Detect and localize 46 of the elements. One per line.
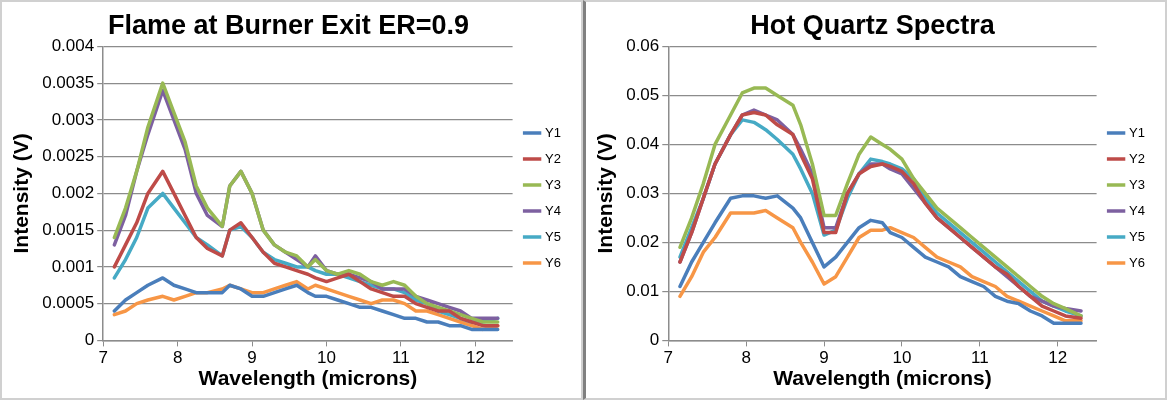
- y-tick-label: 0: [84, 330, 95, 350]
- y-tick-label: 0.05: [626, 85, 660, 105]
- legend-label: Y4: [545, 202, 562, 218]
- x-tick-label: 11: [392, 348, 410, 368]
- legend-label: Y6: [545, 254, 562, 270]
- legend-label: Y5: [1129, 228, 1146, 244]
- legend-label: Y2: [1129, 150, 1146, 166]
- y-tick-label: 0.02: [626, 232, 660, 252]
- legend-label: Y6: [1129, 254, 1146, 270]
- y-tick-label: 0.04: [626, 134, 660, 154]
- legend-label: Y5: [545, 228, 562, 244]
- y-tick-label: 0.003: [51, 109, 95, 129]
- x-tick-label: 9: [819, 348, 829, 368]
- x-tick-label: 12: [1048, 348, 1068, 368]
- x-tick-label: 7: [98, 348, 108, 368]
- x-tick-label: 10: [892, 348, 912, 368]
- y-tick-label: 0.0025: [42, 146, 95, 166]
- legend-label: Y1: [1129, 124, 1146, 140]
- y-tick-label: 0.0035: [42, 72, 95, 92]
- y-axis-title: Intensity (V): [9, 133, 33, 254]
- y-tick-label: 0.03: [626, 183, 660, 203]
- y-tick-label: 0.01: [626, 281, 660, 301]
- y-tick-label: 0.004: [51, 36, 95, 56]
- x-axis-title: Wavelength (microns): [198, 366, 418, 390]
- y-tick-label: 0.001: [51, 256, 95, 276]
- legend-label: Y3: [545, 176, 562, 192]
- chart-title: Flame at Burner Exit ER=0.9: [108, 9, 469, 40]
- x-tick-label: 12: [465, 348, 485, 368]
- y-tick-label: 0.0005: [42, 293, 95, 313]
- y-tick-label: 0.0015: [42, 219, 95, 239]
- y-tick-label: 0.06: [626, 36, 660, 56]
- x-tick-label: 10: [317, 348, 336, 368]
- x-tick-label: 8: [741, 348, 751, 368]
- y-tick-label: 0.002: [51, 183, 95, 203]
- x-tick-label: 8: [172, 348, 183, 368]
- x-axis-title: Wavelength (microns): [773, 366, 992, 390]
- legend-label: Y3: [1129, 176, 1146, 192]
- legend-label: Y4: [1129, 202, 1146, 218]
- x-tick-label: 9: [247, 348, 257, 368]
- x-tick-label: 7: [663, 348, 674, 368]
- y-tick-label: 0: [649, 330, 660, 350]
- legend-label: Y1: [545, 124, 562, 140]
- chart-title: Hot Quartz Spectra: [750, 9, 996, 40]
- x-tick-label: 11: [970, 348, 989, 368]
- legend-label: Y2: [545, 150, 562, 166]
- y-axis-title: Intensity (V): [593, 133, 617, 254]
